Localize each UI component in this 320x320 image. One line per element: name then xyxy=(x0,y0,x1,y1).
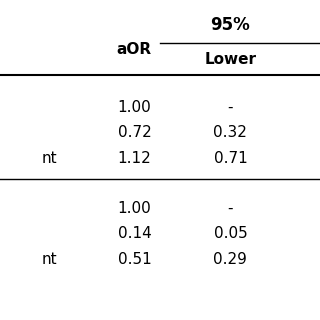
Text: aOR: aOR xyxy=(117,42,152,57)
Text: 0.14: 0.14 xyxy=(117,226,151,241)
Text: nt: nt xyxy=(42,151,58,166)
Text: 0.32: 0.32 xyxy=(213,125,247,140)
Text: -: - xyxy=(228,100,233,115)
Text: 1.12: 1.12 xyxy=(117,151,151,166)
Text: Lower: Lower xyxy=(204,52,256,67)
Text: 0.72: 0.72 xyxy=(117,125,151,140)
Text: 0.29: 0.29 xyxy=(213,252,247,267)
Text: nt: nt xyxy=(42,252,58,267)
Text: 95%: 95% xyxy=(211,16,250,34)
Text: 1.00: 1.00 xyxy=(117,100,151,115)
Text: 1.00: 1.00 xyxy=(117,201,151,215)
Text: 0.05: 0.05 xyxy=(213,226,247,241)
Text: -: - xyxy=(228,201,233,215)
Text: 0.71: 0.71 xyxy=(213,151,247,166)
Text: 0.51: 0.51 xyxy=(117,252,151,267)
